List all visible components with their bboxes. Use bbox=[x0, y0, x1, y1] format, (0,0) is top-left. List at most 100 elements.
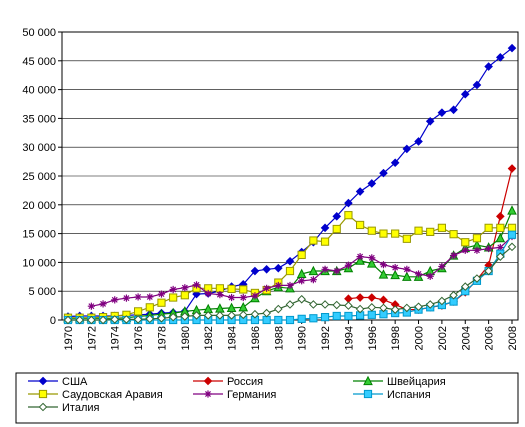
legend-swatch-marker bbox=[363, 389, 373, 399]
legend-label: Германия bbox=[227, 389, 276, 401]
data-point bbox=[344, 301, 353, 310]
legend-label: Швейцария bbox=[387, 376, 446, 388]
legend-swatch-marker bbox=[203, 376, 213, 386]
data-point bbox=[472, 274, 482, 283]
data-point bbox=[449, 251, 458, 260]
x-tick-label: 2008 bbox=[507, 326, 519, 350]
data-point bbox=[484, 266, 493, 276]
data-point bbox=[402, 303, 412, 313]
data-point bbox=[134, 307, 143, 316]
y-tick-label: 25 000 bbox=[22, 171, 56, 183]
data-point bbox=[157, 313, 166, 323]
data-point bbox=[403, 265, 411, 273]
data-point bbox=[87, 302, 95, 310]
data-point bbox=[297, 294, 306, 304]
data-point bbox=[204, 289, 212, 298]
data-point bbox=[157, 298, 166, 307]
data-point bbox=[332, 300, 342, 310]
data-point bbox=[320, 223, 330, 233]
data-point bbox=[496, 53, 505, 62]
data-point bbox=[507, 223, 517, 232]
x-tick-label: 1976 bbox=[133, 326, 145, 350]
y-tick-label: 5 000 bbox=[28, 286, 56, 298]
data-point bbox=[122, 294, 131, 302]
data-point bbox=[320, 313, 330, 322]
data-point bbox=[368, 254, 376, 262]
legend: США Россия Швейцария Саудовская Аравия Герма… bbox=[28, 375, 446, 414]
data-point bbox=[320, 300, 330, 309]
data-point bbox=[379, 168, 388, 178]
data-point bbox=[356, 220, 365, 230]
x-tick-label: 1988 bbox=[273, 326, 285, 350]
data-point bbox=[356, 253, 364, 261]
data-point bbox=[426, 227, 435, 236]
data-point bbox=[168, 312, 178, 322]
legend-swatch-marker bbox=[38, 389, 48, 399]
data-point bbox=[285, 315, 295, 325]
legend-item: Швейцария bbox=[353, 375, 446, 388]
data-point bbox=[192, 311, 201, 320]
y-tick-label: 20 000 bbox=[22, 200, 56, 212]
legend-label: Россия bbox=[227, 376, 263, 388]
y-tick-label: 45 000 bbox=[22, 56, 56, 68]
series-6 bbox=[63, 242, 517, 325]
x-axis-tick-labels: 1970 1972 1974 1976 1978 1980 1982 1984 1986 1988… bbox=[63, 326, 519, 350]
data-point bbox=[379, 303, 388, 313]
data-point bbox=[425, 300, 435, 309]
data-point bbox=[274, 281, 282, 290]
data-point bbox=[286, 281, 294, 290]
data-point bbox=[507, 242, 517, 252]
grid-lines bbox=[58, 31, 518, 324]
data-point bbox=[250, 266, 260, 276]
data-point bbox=[251, 292, 259, 300]
x-tick-label: 1978 bbox=[156, 326, 168, 350]
data-point bbox=[274, 315, 283, 325]
data-point bbox=[321, 265, 329, 273]
data-point bbox=[180, 312, 190, 321]
data-point bbox=[297, 314, 306, 323]
data-point bbox=[379, 261, 388, 269]
data-point bbox=[227, 293, 236, 302]
y-axis-tick-labels: 0 5 000 10 000 15 000 20 000 25 000 30 000 35 0… bbox=[22, 27, 56, 327]
data-point bbox=[460, 282, 470, 291]
data-point bbox=[145, 314, 155, 324]
data-point bbox=[507, 43, 517, 53]
legend-label: Испания bbox=[387, 389, 431, 401]
data-point bbox=[308, 265, 319, 276]
legend-item: Саудовская Аравия bbox=[28, 389, 163, 401]
data-point bbox=[379, 229, 388, 238]
data-point bbox=[449, 290, 458, 300]
x-tick-label: 1972 bbox=[86, 326, 98, 350]
series-4 bbox=[87, 232, 516, 310]
data-point bbox=[146, 293, 154, 301]
y-tick-label: 0 bbox=[50, 315, 56, 327]
data-point bbox=[332, 224, 341, 234]
data-point bbox=[309, 314, 318, 323]
data-point bbox=[285, 300, 295, 309]
data-point bbox=[180, 291, 189, 300]
x-tick-label: 1998 bbox=[390, 326, 402, 350]
data-point bbox=[367, 226, 376, 235]
x-tick-label: 1994 bbox=[343, 326, 355, 350]
data-point bbox=[227, 311, 236, 320]
data-point bbox=[239, 285, 248, 294]
x-tick-label: 2000 bbox=[414, 326, 426, 350]
data-point bbox=[227, 284, 236, 293]
data-point bbox=[461, 246, 469, 254]
data-point bbox=[110, 315, 120, 324]
data-point bbox=[309, 276, 317, 284]
data-point bbox=[366, 258, 377, 268]
legend-box bbox=[15, 372, 519, 424]
data-point bbox=[309, 236, 318, 245]
data-point bbox=[122, 315, 131, 324]
x-tick-label: 1990 bbox=[297, 326, 309, 350]
data-point bbox=[402, 234, 411, 243]
data-point bbox=[507, 205, 517, 215]
y-tick-label: 10 000 bbox=[22, 257, 56, 269]
data-point bbox=[169, 293, 178, 302]
data-point bbox=[496, 252, 505, 261]
data-point bbox=[496, 223, 505, 232]
data-point bbox=[390, 305, 400, 314]
data-point bbox=[298, 277, 306, 285]
